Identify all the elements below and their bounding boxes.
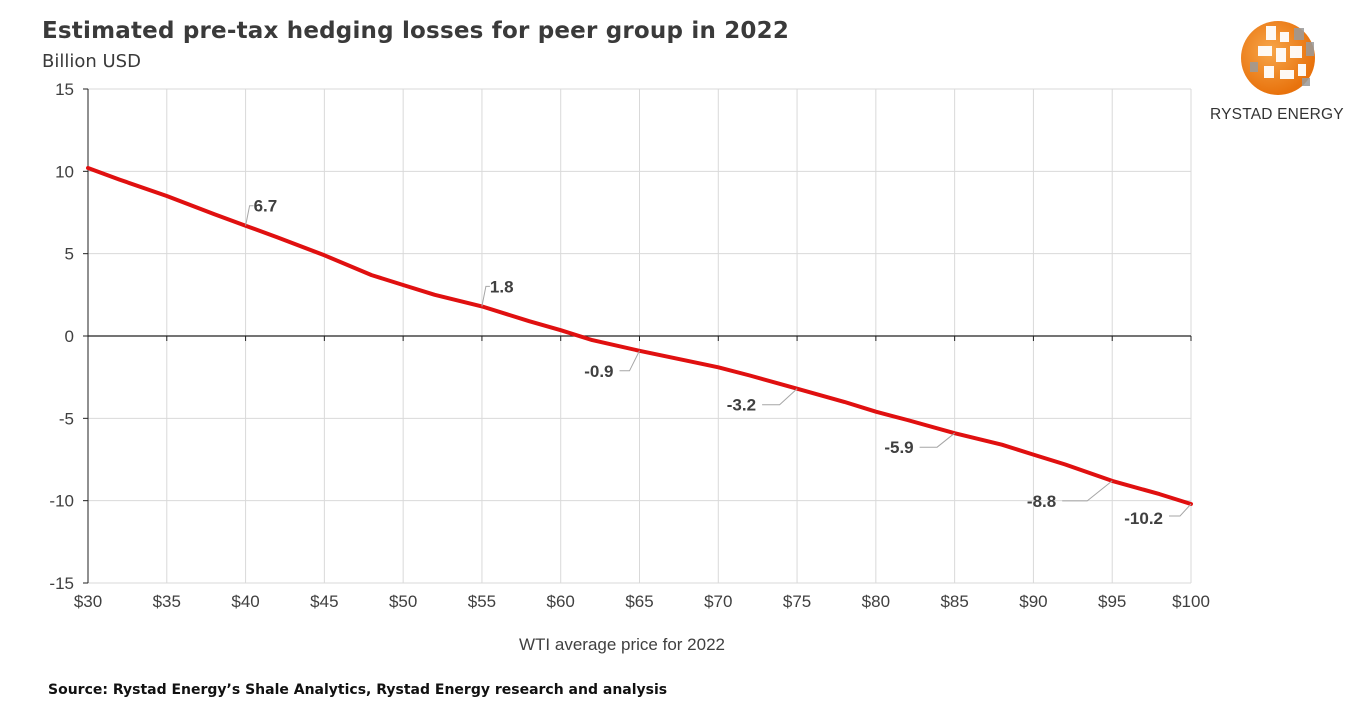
x-tick-label: $80: [862, 592, 890, 611]
x-tick-label: $85: [940, 592, 968, 611]
x-tick-label: $30: [74, 592, 102, 611]
data-label: -10.2: [1124, 509, 1163, 528]
x-tick-label: $60: [547, 592, 575, 611]
x-tick-label: $55: [468, 592, 496, 611]
x-tick-label: $100: [1172, 592, 1210, 611]
data-label-leader: [762, 388, 798, 406]
brand-name: RYSTAD ENERGY: [1210, 106, 1344, 123]
data-label-leader: [919, 432, 955, 448]
data-label-leader: [1062, 480, 1113, 502]
y-tick-label: -5: [59, 409, 74, 428]
x-tick-label: $65: [625, 592, 653, 611]
data-label: -8.8: [1027, 492, 1056, 511]
x-tick-label: $70: [704, 592, 732, 611]
x-tick-label: $50: [389, 592, 417, 611]
data-label-leader: [619, 350, 640, 372]
x-tick-label: $45: [310, 592, 338, 611]
x-axis-title: WTI average price for 2022: [519, 635, 725, 654]
chart-title: Estimated pre-tax hedging losses for pee…: [42, 18, 790, 44]
rystad-globe-logo-icon: [1241, 21, 1315, 95]
data-label: -0.9: [584, 362, 613, 381]
data-labels: 6.7 1.8 -0.9 -3.2 -5.9 -8.8 -10.2: [245, 197, 1192, 528]
x-tick-label: $95: [1098, 592, 1126, 611]
x-tick-label: $75: [783, 592, 811, 611]
data-label-leader: [245, 205, 254, 226]
data-label: -5.9: [884, 438, 913, 457]
y-tick-label: -15: [49, 574, 74, 593]
data-label: 1.8: [490, 277, 514, 296]
x-tick-labels: $30 $35 $40 $45 $50 $55 $60 $65 $70 $75 $80 $85 $90 $…: [74, 592, 1210, 611]
y-tick-label: 0: [65, 327, 74, 346]
brand-logo: RYSTAD ENERGY: [1210, 18, 1350, 128]
y-tick-label: 15: [55, 80, 74, 99]
x-tick-label: $35: [153, 592, 181, 611]
data-label-leader: [481, 285, 490, 307]
source-note: Source: Rystad Energy’s Shale Analytics,…: [48, 682, 668, 698]
y-tick-label: 10: [55, 162, 74, 181]
chart-subtitle: Billion USD: [42, 51, 141, 72]
data-label: -3.2: [727, 396, 756, 415]
data-label-leader: [1169, 503, 1192, 517]
x-tick-label: $40: [231, 592, 259, 611]
y-tick-label: 5: [65, 245, 74, 264]
y-tick-label: -10: [49, 492, 74, 511]
y-tick-labels: 15 10 5 0 -5 -10 -15: [49, 80, 74, 593]
axes: [83, 88, 1192, 584]
data-label: 6.7: [254, 197, 278, 216]
x-tick-label: $90: [1019, 592, 1047, 611]
